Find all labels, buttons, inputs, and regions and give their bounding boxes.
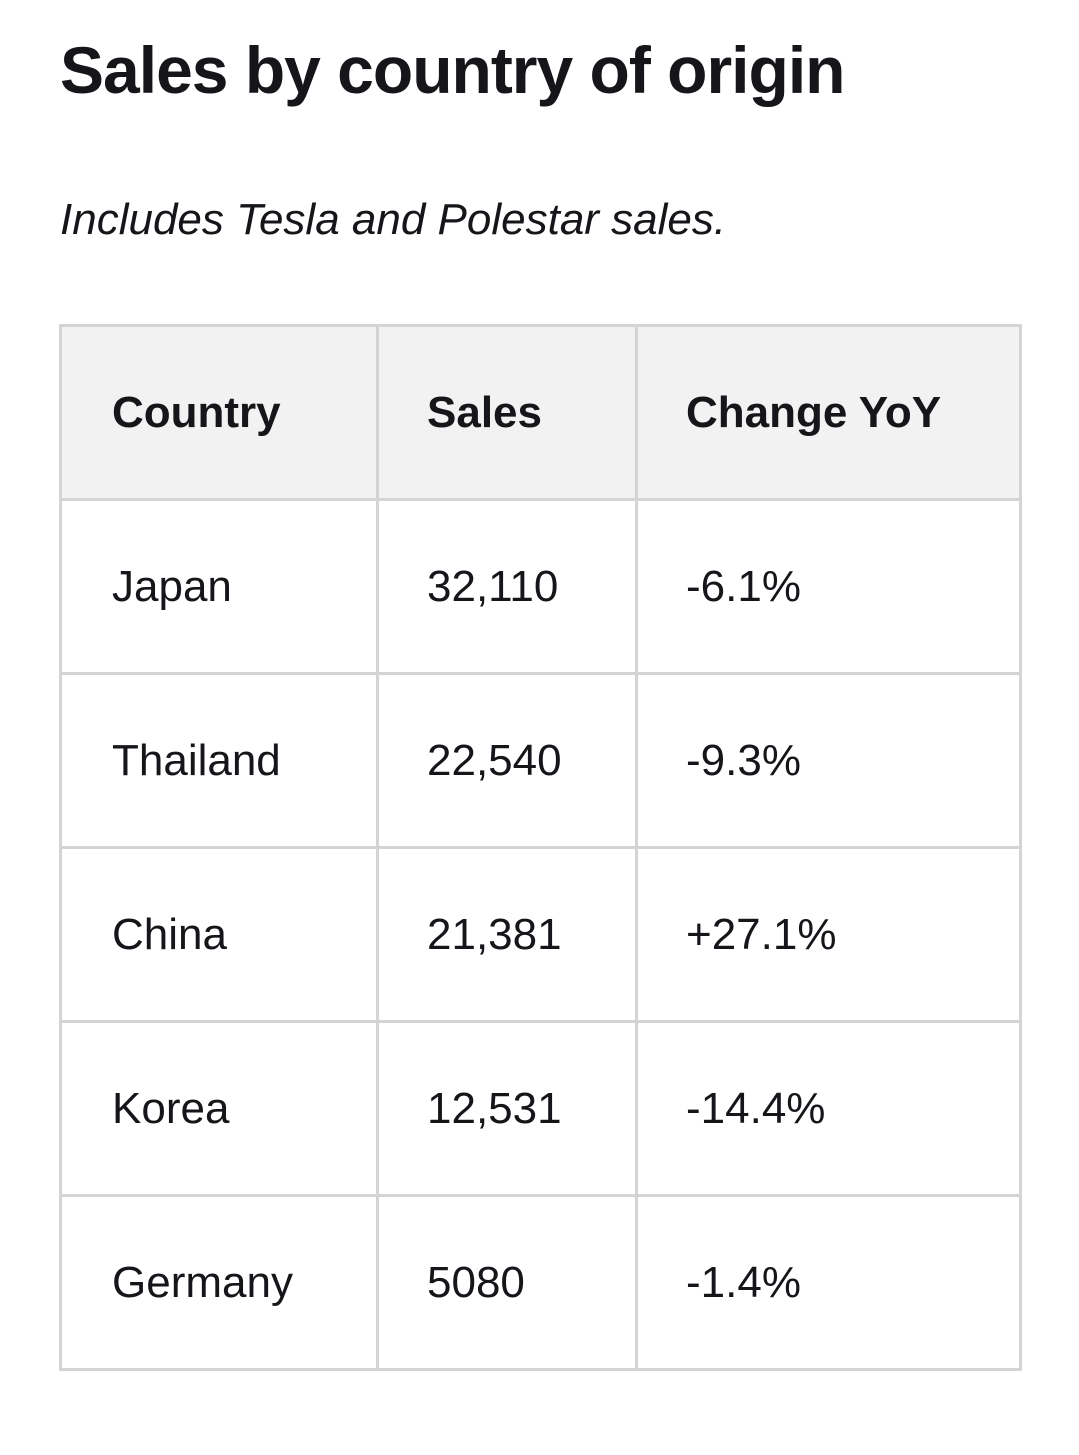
- page-subtitle: Includes Tesla and Polestar sales.: [60, 195, 727, 244]
- column-header-sales: Sales: [376, 324, 638, 501]
- table-row: Japan 32,110 -6.1%: [59, 498, 1022, 675]
- table-row: China 21,381 +27.1%: [59, 846, 1022, 1023]
- column-header-country: Country: [59, 324, 379, 501]
- table-row: Germany 5080 -1.4%: [59, 1194, 1022, 1371]
- country-cell: Korea: [59, 1020, 379, 1197]
- country-cell: Germany: [59, 1194, 379, 1371]
- sales-cell: 22,540: [376, 672, 638, 849]
- table-row: Korea 12,531 -14.4%: [59, 1020, 1022, 1197]
- sales-cell: 5080: [376, 1194, 638, 1371]
- change-yoy-cell: -14.4%: [635, 1020, 1022, 1197]
- table-row: Thailand 22,540 -9.3%: [59, 672, 1022, 849]
- change-yoy-cell: -9.3%: [635, 672, 1022, 849]
- change-yoy-cell: -1.4%: [635, 1194, 1022, 1371]
- change-yoy-cell: +27.1%: [635, 846, 1022, 1023]
- column-header-change-yoy: Change YoY: [635, 324, 1022, 501]
- sales-table: Country Sales Change YoY Japan 32,110 -6…: [59, 324, 1022, 1371]
- country-cell: China: [59, 846, 379, 1023]
- change-yoy-cell: -6.1%: [635, 498, 1022, 675]
- sales-table-container: Country Sales Change YoY Japan 32,110 -6…: [59, 324, 1022, 1371]
- page-title: Sales by country of origin: [60, 33, 845, 107]
- country-cell: Japan: [59, 498, 379, 675]
- sales-cell: 32,110: [376, 498, 638, 675]
- country-cell: Thailand: [59, 672, 379, 849]
- table-header-row: Country Sales Change YoY: [59, 324, 1022, 501]
- sales-cell: 21,381: [376, 846, 638, 1023]
- sales-cell: 12,531: [376, 1020, 638, 1197]
